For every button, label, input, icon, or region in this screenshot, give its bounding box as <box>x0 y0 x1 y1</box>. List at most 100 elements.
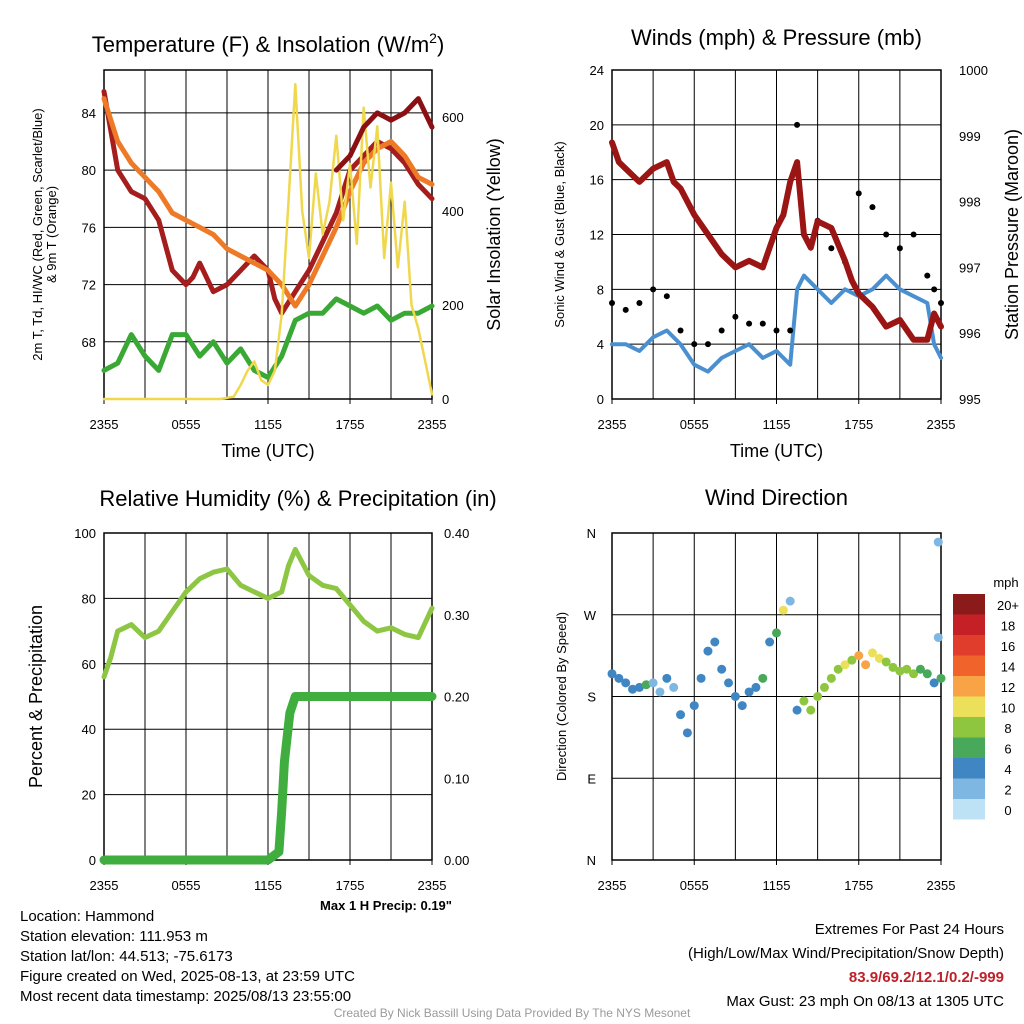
legend-swatch <box>953 717 985 738</box>
series-gust-point <box>609 300 615 307</box>
y-axis-label-line2: & 9m T (Orange) <box>44 186 59 283</box>
direction-point <box>682 728 692 738</box>
direction-point <box>854 651 864 661</box>
y-tick-label: S <box>587 690 596 705</box>
elevation-text: Station elevation: 111.953 m <box>20 928 208 945</box>
y-tick-label: 20 <box>82 788 96 803</box>
extremes-subtitle: (High/Low/Max Wind/Precipitation/Snow De… <box>688 945 1004 962</box>
series-gust-point <box>855 190 862 197</box>
extremes-block: Extremes For Past 24 Hours (High/Low/Max… <box>524 918 1004 1014</box>
x-tick-label: 2355 <box>927 417 956 432</box>
legend-swatch <box>953 799 985 820</box>
direction-point <box>785 596 795 606</box>
credit-text: Created By Nick Bassill Using Data Provi… <box>333 1006 691 1020</box>
x-tick-label: 1155 <box>254 878 282 893</box>
x-tick-label: 0555 <box>680 878 709 893</box>
direction-point <box>621 678 631 688</box>
x-tick-label: 2355 <box>90 878 119 893</box>
y2-tick-label: 400 <box>442 204 464 219</box>
direction-point <box>772 628 781 638</box>
direction-point <box>902 664 912 674</box>
legend-label: 14 <box>1001 660 1015 675</box>
y2-axis-label: Solar Insolation (Yellow) <box>484 138 504 330</box>
y2-tick-label: 0.20 <box>444 690 469 705</box>
legend-swatch <box>953 778 985 799</box>
chart-title: Relative Humidity (%) & Precipitation (i… <box>99 486 496 511</box>
x-tick-label: 2355 <box>90 417 119 432</box>
direction-point <box>669 682 679 692</box>
series-gust-point <box>931 286 938 293</box>
y2-tick-label: 200 <box>442 298 464 313</box>
y2-tick-label: 997 <box>959 260 981 275</box>
y2-tick-label: 600 <box>442 110 464 125</box>
direction-point <box>778 605 788 615</box>
y2-tick-label: 0 <box>442 392 449 407</box>
x-tick-label: 1155 <box>254 417 282 432</box>
precip-annotation: Max 1 H Precip: 0.19" <box>320 898 452 913</box>
x-axis-label: Time (UTC) <box>221 441 314 461</box>
x-tick-label: 1155 <box>763 878 791 893</box>
y-tick-label: 68 <box>82 335 96 350</box>
y-tick-label: 40 <box>82 722 96 737</box>
y-axis-label: 2m T, Td, HI/WC (Red, Green, Scarlet/Blu… <box>30 108 45 360</box>
x-tick-label: 1155 <box>763 417 791 432</box>
y2-tick-label: 998 <box>959 195 981 210</box>
direction-point <box>607 669 617 679</box>
y-tick-label: 20 <box>590 118 604 133</box>
series-gust-point <box>704 341 711 348</box>
legend-label: 4 <box>1004 762 1011 777</box>
legend-swatch <box>953 635 985 656</box>
y-tick-label: W <box>584 608 597 623</box>
direction-point <box>676 710 686 720</box>
direction-point <box>703 646 713 656</box>
series-gust-point <box>636 300 643 307</box>
direction-point <box>614 673 624 683</box>
x-tick-label: 0555 <box>680 417 709 432</box>
y2-tick-label: 0.10 <box>444 771 469 786</box>
chart-title: Winds (mph) & Pressure (mb) <box>631 25 922 50</box>
y-tick-label: 0 <box>597 392 604 407</box>
y-tick-label: 84 <box>82 106 96 121</box>
series-precipitation-line <box>99 692 437 865</box>
direction-point <box>655 687 665 697</box>
x-tick-label: 1755 <box>336 417 365 432</box>
created-text: Figure created on Wed, 2025-08-13, at 23… <box>20 968 355 985</box>
y-tick-label: N <box>587 526 596 541</box>
y-tick-label: 4 <box>597 337 604 352</box>
y-tick-label: 72 <box>82 278 96 293</box>
series-gust-point <box>650 286 657 293</box>
direction-point <box>717 664 727 674</box>
direction-point <box>933 632 943 642</box>
legend-label: 0 <box>1004 803 1011 818</box>
direction-point <box>792 705 802 715</box>
y2-tick-label: 1000 <box>959 63 988 78</box>
y-tick-label: 8 <box>597 282 604 297</box>
direction-point <box>634 682 644 692</box>
direction-point <box>737 701 747 711</box>
direction-point <box>744 687 754 697</box>
legend-title: mph <box>993 575 1018 590</box>
direction-point <box>689 701 699 711</box>
series-gust-point <box>677 327 684 334</box>
series-gust-point <box>869 204 876 211</box>
direction-point <box>662 673 672 683</box>
x-tick-label: 1755 <box>336 878 365 893</box>
x-tick-label: 2355 <box>418 878 447 893</box>
series-gust-point <box>691 341 698 348</box>
series-gust-point <box>718 327 725 334</box>
series-gust-point <box>746 320 753 327</box>
direction-point <box>888 662 898 672</box>
title-superscript: 2 <box>429 30 437 46</box>
series-line-solar-insolation <box>102 82 434 401</box>
x-axis-label: Time (UTC) <box>730 441 823 461</box>
direction-point <box>730 692 740 701</box>
legend-swatch <box>953 614 985 635</box>
y2-tick-label: 0.00 <box>444 853 469 868</box>
title-tail: ) <box>437 32 444 57</box>
y-tick-label: 60 <box>82 657 96 672</box>
y-tick-label: 12 <box>590 228 604 243</box>
x-tick-label: 0555 <box>172 417 201 432</box>
x-tick-label: 1755 <box>844 878 873 893</box>
direction-point <box>641 680 651 690</box>
